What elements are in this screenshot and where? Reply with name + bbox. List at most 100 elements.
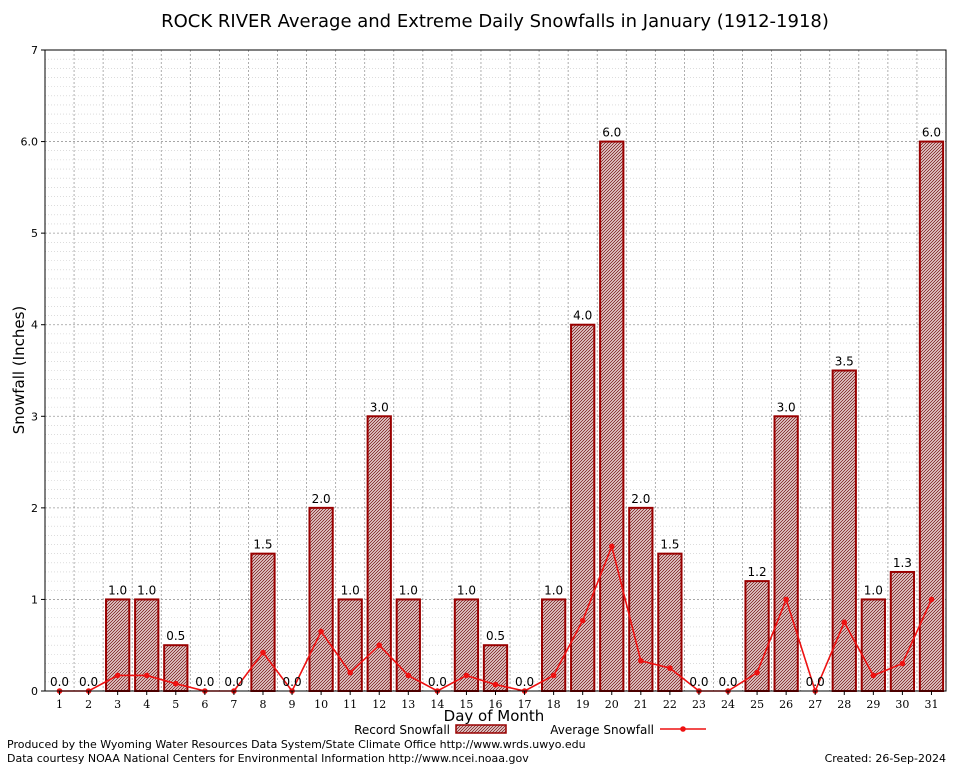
bar-value-label: 4.0 [573, 309, 592, 323]
bar-value-label: 2.0 [312, 492, 331, 506]
footer-data-courtesy: Data courtesy NOAA National Centers for … [7, 752, 529, 765]
footer-created: Created: 26-Sep-2024 [825, 752, 946, 765]
x-tick-label: 9 [289, 698, 296, 711]
average-point [318, 628, 324, 635]
y-tick-label: 0 [31, 685, 38, 698]
y-tick-label: 2 [31, 502, 38, 515]
x-tick-label: 10 [314, 698, 328, 711]
record-bar [599, 140, 625, 693]
bar-value-label: 1.0 [108, 583, 127, 597]
x-tick-label: 29 [866, 698, 880, 711]
x-axis-label: Day of Month [444, 707, 545, 725]
y-tick-label: 3 [31, 410, 38, 423]
average-point [841, 619, 848, 626]
x-tick-label: 13 [401, 698, 415, 711]
bar-value-label: 1.0 [544, 583, 563, 597]
bar-value-label: 0.0 [718, 675, 737, 689]
legend-swatch-record [455, 724, 507, 734]
average-point [899, 660, 906, 667]
bar-value-label: 1.0 [864, 583, 883, 597]
x-tick-label: 7 [230, 698, 237, 711]
record-bar [337, 598, 363, 693]
bar-value-label: 0.0 [79, 675, 98, 689]
bar-value-label: 0.0 [50, 675, 69, 689]
record-bar [918, 140, 945, 693]
bar-value-label: 3.0 [370, 400, 389, 414]
x-tick-label: 5 [172, 698, 179, 711]
bar-value-label: 0.0 [515, 675, 534, 689]
average-point [579, 617, 586, 624]
record-bar [250, 552, 276, 693]
bar-value-label: 6.0 [922, 126, 941, 140]
x-tick-label: 8 [259, 698, 266, 711]
y-tick-label: 7 [31, 44, 38, 57]
x-tick-label: 17 [518, 698, 532, 711]
bar-value-label: 3.5 [835, 355, 854, 369]
bar-series [105, 140, 945, 693]
bar-value-label: 0.0 [195, 675, 214, 689]
x-tick-label: 3 [114, 698, 121, 711]
average-point [783, 596, 789, 603]
x-tick-label: 15 [459, 698, 473, 711]
x-tick-label: 20 [605, 698, 619, 711]
x-tick-label: 30 [895, 698, 909, 711]
x-tick-label: 27 [808, 698, 822, 711]
x-tick-label: 18 [547, 698, 561, 711]
bar-value-label: 1.0 [137, 583, 156, 597]
average-point [405, 672, 412, 679]
x-tick-label: 16 [489, 698, 503, 711]
average-point [143, 672, 150, 679]
x-tick-label: 12 [372, 698, 386, 711]
y-axis-label: Snowfall (Inches) [10, 306, 28, 434]
bar-value-label: 1.0 [399, 583, 418, 597]
record-bar [366, 415, 392, 692]
bar-value-label: 1.5 [660, 538, 679, 552]
x-tick-label: 23 [692, 698, 706, 711]
bar-value-label: 0.0 [806, 675, 825, 689]
x-tick-label: 19 [576, 698, 590, 711]
y-tick-label: 1 [31, 593, 38, 606]
average-point [928, 596, 935, 603]
average-point [492, 681, 499, 688]
average-point [114, 672, 121, 679]
legend-label-record: Record Snowfall [354, 723, 450, 737]
x-tick-label: 4 [143, 698, 150, 711]
data-labels: 0.0 0.0 1.0 1.0 0.5 0.0 0.0 1.5 0.0 2.0 1.0 3.0 1.0 0… [50, 126, 941, 689]
footer-produced-by: Produced by the Wyoming Water Resources … [7, 738, 586, 751]
bar-value-label: 2.0 [631, 492, 650, 506]
average-point [376, 642, 383, 649]
x-tick-label: 2 [85, 698, 92, 711]
bar-value-label: 0.0 [283, 675, 302, 689]
average-point [870, 672, 877, 679]
average-point [260, 649, 266, 656]
x-tick-label: 6 [201, 698, 208, 711]
bar-value-label: 0.0 [428, 675, 447, 689]
x-tick-label: 26 [779, 698, 793, 711]
bar-value-label: 0.0 [224, 675, 243, 689]
average-point [608, 543, 615, 550]
bar-value-label: 6.0 [602, 126, 621, 140]
legend: Record Snowfall Average Snowfall [354, 723, 706, 737]
x-tick-label: 21 [634, 698, 648, 711]
grid [45, 50, 946, 691]
chart-title: ROCK RIVER Average and Extreme Daily Sno… [161, 11, 829, 32]
average-point [638, 657, 644, 664]
legend-label-average: Average Snowfall [550, 723, 654, 737]
x-tick-label: 11 [343, 698, 357, 711]
bar-value-label: 1.2 [748, 565, 767, 579]
average-point [347, 669, 353, 676]
average-point [550, 672, 557, 679]
x-tick-label: 28 [837, 698, 851, 711]
y-tick-label: 5 [31, 227, 38, 240]
bar-value-label: 1.5 [253, 538, 272, 552]
bar-value-label: 3.0 [777, 400, 796, 414]
bar-value-label: 1.0 [457, 583, 476, 597]
x-tick-label: 24 [721, 698, 735, 711]
x-tick-label: 14 [430, 698, 444, 711]
bar-value-label: 0.5 [486, 629, 505, 643]
x-tick-label: 25 [750, 698, 764, 711]
y-tick-label: 6.0 [21, 136, 39, 149]
